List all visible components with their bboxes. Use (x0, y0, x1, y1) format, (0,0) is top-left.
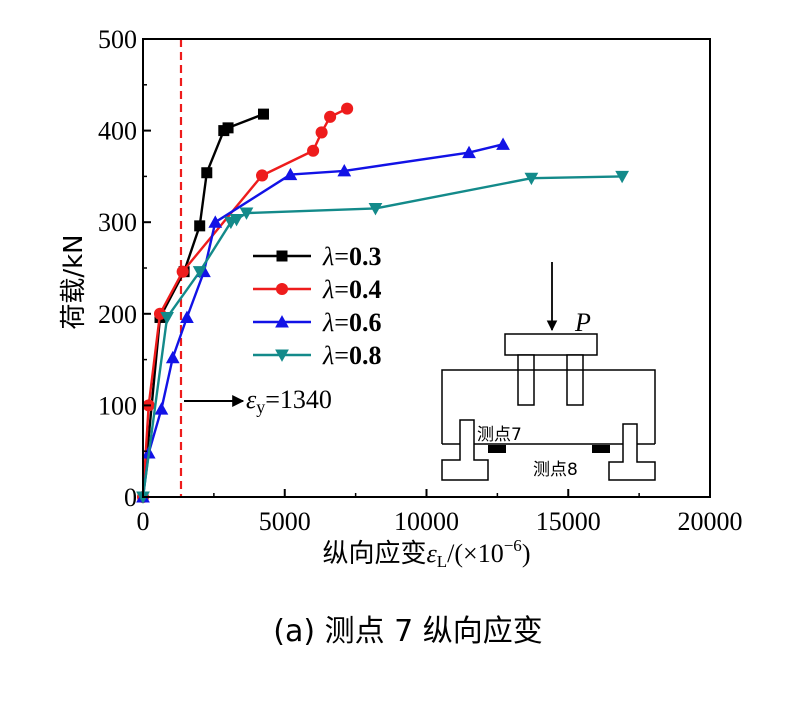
y-tick-label: 0 (124, 483, 137, 512)
data-point (194, 220, 206, 232)
strain-gauge-8 (592, 445, 610, 453)
data-point (341, 102, 354, 115)
data-point (229, 213, 244, 227)
loading-leg-right (566, 354, 584, 406)
data-point (307, 144, 320, 157)
data-point (176, 265, 189, 278)
loading-leg-left (517, 354, 535, 406)
data-point (222, 122, 234, 134)
legend-marker (275, 349, 289, 362)
loading-beam (504, 333, 598, 356)
data-point (462, 145, 476, 159)
x-tick-label: 0 (137, 507, 150, 536)
legend-marker (275, 315, 289, 328)
y-tick-label: 500 (98, 25, 137, 54)
data-point (337, 164, 352, 177)
load-label-p: P (574, 308, 591, 337)
data-point (256, 169, 269, 182)
data-point (257, 108, 269, 120)
data-point (615, 170, 629, 184)
gauge7-label: 测点7 (477, 425, 522, 445)
data-point (201, 167, 213, 179)
x-tick-label: 20000 (678, 507, 743, 536)
specimen-body (441, 369, 656, 445)
data-point (496, 137, 510, 150)
y-axis-title: 荷载/kN (59, 234, 89, 329)
strain-gauge-7 (488, 445, 506, 453)
y-tick-label: 300 (98, 208, 137, 237)
legend-label: λ=0.8 (322, 341, 381, 370)
yield-strain-annotation: εy=1340 (246, 385, 332, 417)
y-tick-label: 100 (98, 391, 137, 420)
data-point (368, 202, 383, 216)
legend-marker (275, 282, 289, 296)
loading-diagram: P 测点7 测点8 (441, 262, 656, 481)
x-axis-title: 纵向应变εL/(×10−6) (323, 536, 531, 571)
data-point (154, 402, 169, 415)
data-point (165, 350, 180, 364)
y-tick-label: 400 (98, 117, 137, 146)
data-point (160, 311, 174, 325)
x-tick-label: 10000 (394, 507, 459, 536)
legend-label: λ=0.6 (322, 308, 381, 337)
data-point (239, 207, 254, 220)
series-layer (136, 102, 629, 504)
data-point (208, 215, 223, 228)
gauge8-label: 测点8 (533, 460, 578, 480)
data-point (324, 110, 337, 123)
legend: λ=0.3 λ=0.4 λ=0.6 λ=0.8 (253, 242, 381, 370)
data-point (192, 266, 207, 279)
legend-label: λ=0.3 (322, 242, 381, 271)
legend-marker (276, 250, 288, 262)
figure-caption: (a) 测点 7 纵向应变 (273, 614, 543, 649)
y-tick-label: 200 (98, 300, 137, 329)
support-right (608, 423, 656, 481)
data-point (283, 167, 298, 181)
support-left (441, 419, 489, 481)
ticks-layer: 0 5000 10000 15000 20000 0 100 200 300 400 500 (98, 25, 743, 536)
x-tick-label: 15000 (536, 507, 601, 536)
data-point (180, 310, 194, 323)
data-point (315, 126, 328, 139)
legend-label: λ=0.4 (322, 275, 381, 304)
x-tick-label: 5000 (259, 507, 311, 536)
data-point (524, 172, 539, 186)
series-line-1 (141, 107, 348, 498)
